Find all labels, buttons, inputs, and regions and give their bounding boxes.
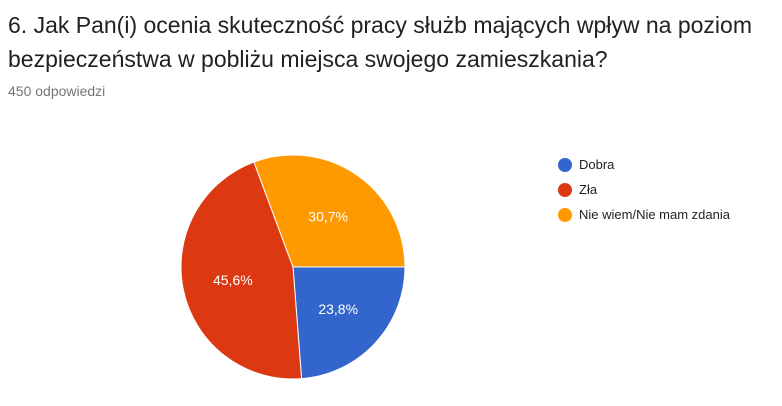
- legend-label: Zła: [579, 182, 598, 197]
- legend-item-dobra[interactable]: Dobra: [558, 152, 730, 177]
- pie-slice-dobra[interactable]: [292, 266, 406, 380]
- chart-legend: Dobra Zła Nie wiem/Nie mam zdania: [558, 152, 730, 227]
- slice-label-zla: 45,6%: [213, 272, 253, 288]
- legend-swatch: [558, 207, 572, 222]
- legend-label: Dobra: [579, 157, 615, 172]
- legend-item-zla[interactable]: Zła: [558, 177, 730, 202]
- pie-slice-zla[interactable]: [180, 161, 303, 380]
- slice-label-nie-wiem: 30,7%: [308, 208, 348, 224]
- legend-item-nie-wiem[interactable]: Nie wiem/Nie mam zdania: [558, 202, 730, 227]
- question-title: 6. Jak Pan(i) ocenia skuteczność pracy s…: [8, 12, 752, 72]
- legend-swatch: [558, 182, 572, 197]
- response-count: 450 odpowiedzi: [8, 83, 106, 99]
- slice-label-dobra: 23,8%: [318, 301, 358, 317]
- pie-slice-nie-wiem[interactable]: [253, 154, 406, 268]
- legend-label: Nie wiem/Nie mam zdania: [579, 207, 730, 222]
- legend-swatch: [558, 157, 572, 172]
